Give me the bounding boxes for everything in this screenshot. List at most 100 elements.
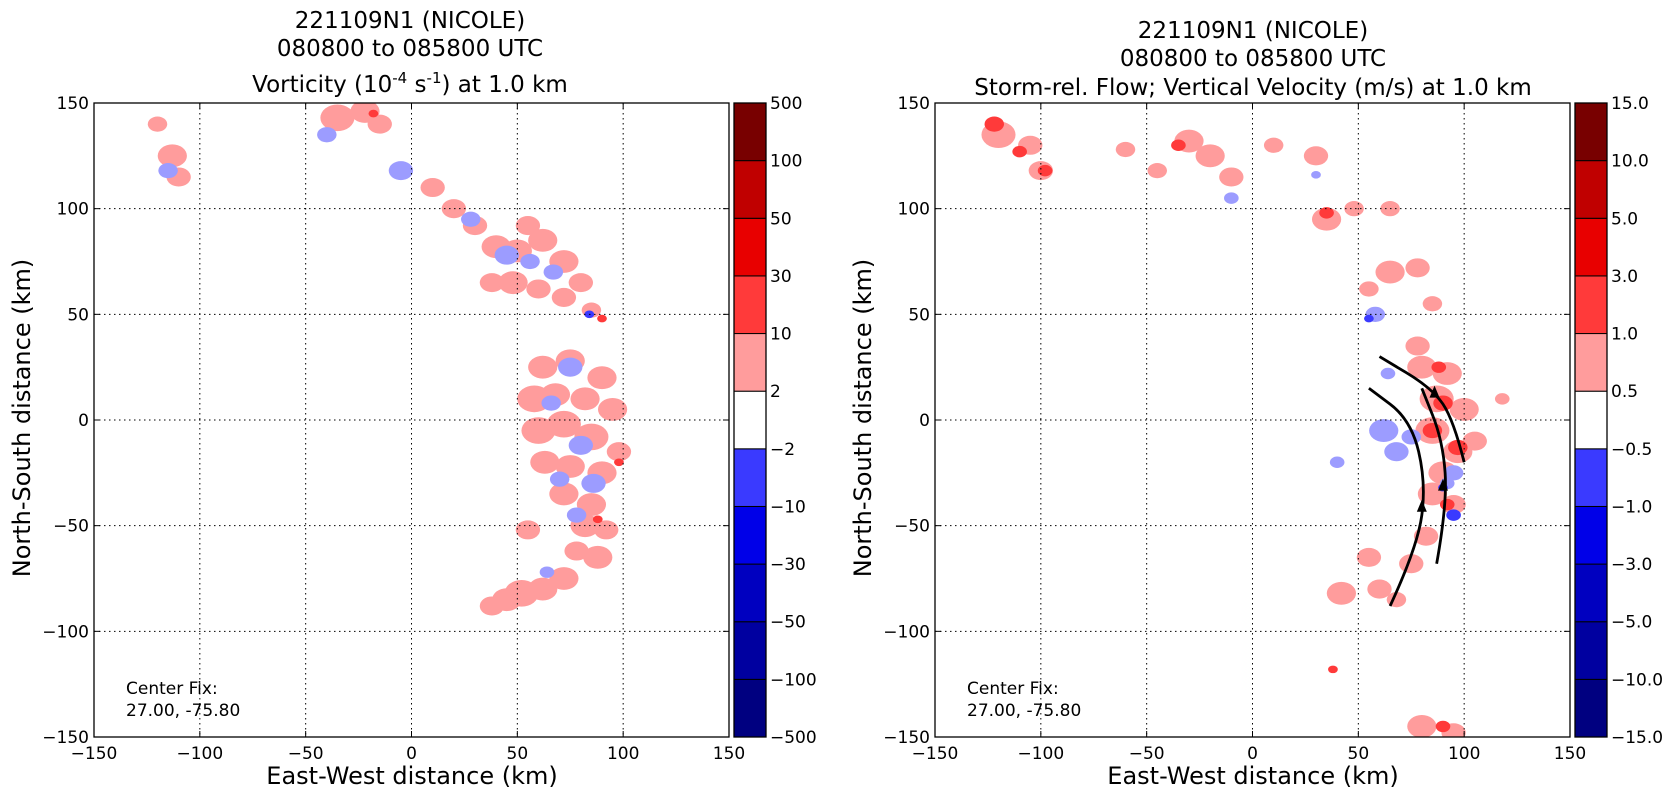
colorbar-tick-label: 3.0 <box>1611 267 1638 287</box>
left-annotation-line2: 27.00, -75.80 <box>126 701 240 721</box>
x-tick-label: −150 <box>71 744 118 764</box>
colorbar-band <box>733 563 767 623</box>
positive-patch <box>1219 167 1244 187</box>
left-xlabel: East-West distance (km) <box>266 762 557 790</box>
left-title-sup1: -4 <box>392 69 407 87</box>
colorbar-frame <box>733 102 767 738</box>
positive-patch <box>1311 207 1342 231</box>
colorbar-tick-label: −500 <box>770 728 817 748</box>
colorbar-band <box>733 217 767 277</box>
colorbar-band <box>1574 448 1608 507</box>
negative-patch <box>1369 419 1399 442</box>
colorbar-tick-label: 15.0 <box>1611 94 1649 114</box>
colorbar-band <box>1574 275 1608 335</box>
positive-patch <box>1375 260 1405 284</box>
positive-patch <box>606 442 632 462</box>
x-tick-label: 150 <box>713 744 745 764</box>
negative-patch <box>558 357 583 377</box>
negative-patch <box>461 211 481 227</box>
left-title-line3: Vorticity (10-4 s-1) at 1.0 km <box>252 69 568 98</box>
left-title-mid: s <box>407 72 426 98</box>
positive-patch <box>1195 144 1225 168</box>
positive-patch <box>1407 715 1437 737</box>
colorbar-band <box>733 448 767 507</box>
y-tick-label: 100 <box>898 200 930 220</box>
colorbar-tick-label: 5.0 <box>1611 209 1638 229</box>
negative-patch <box>581 473 606 493</box>
positive-patch <box>530 450 560 474</box>
colorbar-tick-label: −5.0 <box>1611 613 1652 633</box>
negative-patch <box>539 566 555 578</box>
colorbar-band <box>1574 333 1608 392</box>
positive-patch <box>1422 296 1443 312</box>
positive-patch <box>1344 201 1364 217</box>
colorbar-band <box>733 333 767 392</box>
y-tick-label: 0 <box>78 411 89 431</box>
positive-patch <box>1326 581 1357 605</box>
field-layer <box>147 103 632 616</box>
colorbar-tick-label: −10 <box>770 497 806 517</box>
right-colorbar: −15.0 −10.0 −5.0 −3.0 −1.0 −0.5 0.5 1.0 3.0 5.0 10… <box>1574 94 1663 748</box>
strong-positive-patch <box>1319 207 1334 219</box>
colorbar-tick-label: −100 <box>770 670 817 690</box>
colorbar-tick-label: 1.0 <box>1611 325 1638 345</box>
strong-positive-patch <box>1439 498 1455 511</box>
positive-patch <box>528 355 558 379</box>
positive-patch <box>549 567 579 590</box>
colorbar-tick-label: 2 <box>770 382 781 402</box>
negative-patch <box>1380 367 1396 380</box>
right-annotation-line1: Center Fix: <box>967 679 1059 699</box>
positive-patch <box>1367 579 1392 599</box>
left-panel: 221109N1 (NICOLE) 080800 to 085800 UTC V… <box>8 8 817 790</box>
strong-positive-patch <box>1328 665 1338 674</box>
colorbar-band <box>733 505 767 565</box>
colorbar-tick-label: 10.0 <box>1611 152 1649 172</box>
strong-positive-patch <box>984 116 1005 132</box>
positive-patch <box>367 114 392 134</box>
x-tick-label: 0 <box>1247 744 1258 764</box>
positive-patch <box>157 144 187 168</box>
y-tick-label: 0 <box>919 411 930 431</box>
positive-patch <box>564 541 589 561</box>
right-plot-area: −150 −100 −50 0 50 100 150 −150 −100 −50 0 50 100 150 <box>883 94 1586 764</box>
colorbar-band <box>1574 102 1608 162</box>
colorbar-frame <box>1574 102 1608 738</box>
y-tick-label: 50 <box>908 305 930 325</box>
right-title-line2: 080800 to 085800 UTC <box>1120 46 1386 72</box>
y-tick-label: −50 <box>53 517 89 537</box>
negative-patch <box>1224 192 1239 204</box>
positive-patch <box>551 287 577 307</box>
colorbar-band <box>1574 160 1608 219</box>
positive-patch <box>576 493 607 516</box>
colorbar-tick-label: 50 <box>770 209 792 229</box>
negative-patch <box>388 161 414 181</box>
colorbar-tick-label: 30 <box>770 267 792 287</box>
colorbar-tick-label: 500 <box>770 94 802 114</box>
colorbar-tick-label: 100 <box>770 152 802 172</box>
y-tick-label: −150 <box>883 728 930 748</box>
positive-patch <box>594 520 619 540</box>
strong-positive-patch <box>614 458 624 467</box>
y-tick-label: 100 <box>57 200 89 220</box>
positive-patch <box>1405 336 1430 356</box>
colorbar-band <box>1574 217 1608 277</box>
strong-negative-patch <box>1364 314 1374 323</box>
colorbar-band <box>1574 390 1608 450</box>
x-tick-label: −50 <box>1129 744 1165 764</box>
strong-negative-patch <box>1446 509 1461 521</box>
y-tick-label: −100 <box>883 622 930 642</box>
x-tick-label: 100 <box>1448 744 1480 764</box>
right-ylabel: North-South distance (km) <box>849 259 877 578</box>
negative-patch <box>1311 171 1321 179</box>
negative-patch <box>494 245 519 265</box>
left-colorbar: −500 −100 −50 −30 −10 −2 2 10 30 50 100 500 <box>733 94 817 748</box>
strong-positive-patch <box>1435 720 1451 733</box>
positive-patch <box>515 520 541 540</box>
positive-patch <box>1494 393 1510 405</box>
negative-patch <box>568 435 594 455</box>
right-title-line3: Storm-rel. Flow; Vertical Velocity (m/s)… <box>974 75 1532 101</box>
streamline-arrowhead <box>1416 499 1427 512</box>
positive-patch <box>570 387 600 411</box>
positive-patch <box>583 545 613 569</box>
positive-patch <box>1115 141 1136 158</box>
